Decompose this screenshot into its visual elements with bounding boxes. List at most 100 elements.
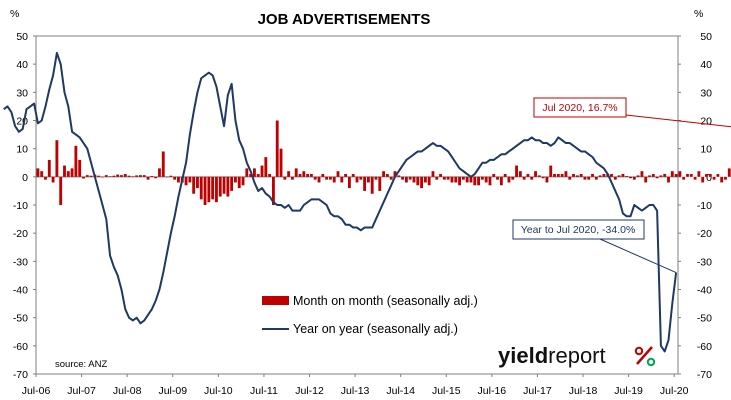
bar-mom [727,168,731,177]
bar-mom [591,174,594,177]
bar-mom [663,174,667,177]
bar-mom [598,175,602,177]
bar-mom [408,176,412,180]
y-tick-label-left: 0 [22,172,28,184]
x-tick-label: Jul-12 [295,385,324,397]
bar-mom [165,176,169,178]
x-tick-label: Jul-17 [523,385,552,397]
bar-mom [389,176,393,180]
annotation-yearly-text: Year to Jul 2020, -34.0% [521,224,636,236]
x-tick-label: Jul-07 [67,385,96,397]
bar-mom [199,176,203,200]
y-tick-label-right: -40 [697,285,712,297]
bar-mom [560,174,564,177]
bar-mom [215,176,218,203]
bar-mom [515,165,518,177]
bar-mom [139,175,142,177]
x-tick-label: Jul-19 [614,385,643,397]
bar-mom [283,176,287,180]
y-tick-label-right: -30 [697,256,712,268]
bar-mom [378,176,382,191]
bar-mom [651,174,655,177]
y-tick-label-right: 40 [700,59,712,71]
bar-mom [385,174,389,177]
bar-mom [237,176,241,189]
bar-mom [332,176,336,183]
y-tick-label-left: 20 [16,116,28,128]
bar-mom [496,176,499,180]
bar-mom [549,165,553,177]
legend-label-yoy: Year on year (seasonally adj.) [293,322,458,336]
bar-mom [78,159,82,177]
bar-mom [575,175,579,177]
bar-mom [423,176,427,183]
bar-mom [359,176,363,180]
bar-mom [697,171,701,177]
bar-mom [579,174,583,177]
bar-mom [184,176,188,186]
bar-mom [313,176,317,180]
y-tick-label-right: -50 [697,313,712,325]
bar-mom [670,171,674,177]
annotation-monthly-text: Jul 2020, 16.7% [542,102,617,114]
bar-mom [245,168,249,177]
bar-mom [66,171,70,177]
bar-mom [309,174,313,177]
legend-label-mom: Month on month (seasonally adj.) [293,294,478,308]
bar-mom [610,174,613,177]
bar-mom [264,157,268,177]
x-tick-label: Jul-14 [386,385,415,397]
bar-mom [317,176,321,183]
annotation-yearly-leader [599,238,677,274]
bar-mom [701,176,705,183]
bar-mom [621,174,625,177]
bar-mom [47,159,51,177]
logo-part1: yield [498,343,548,368]
bar-mom [211,176,215,200]
bar-mom [135,175,139,177]
bar-mom [101,176,104,178]
bar-mom [446,176,450,180]
annotation-yearly-box [512,219,645,240]
bar-mom [693,176,697,180]
bar-mom [169,175,173,177]
x-tick-label: Jul-16 [478,385,507,397]
bar-mom [328,176,332,180]
bar-mom [499,176,503,186]
bar-mom [222,176,226,194]
bar-mom [556,174,560,177]
bar-mom [173,176,177,180]
bar-mom [553,174,556,177]
logo-part2: report [548,343,605,368]
bar-mom [420,176,424,189]
bar-mom [203,176,207,205]
y-tick-label-right: -70 [697,369,712,381]
bar-mom [522,176,526,180]
bar-mom [241,176,245,186]
yoy-line [3,51,678,353]
bar-mom [689,174,693,177]
source-note: source: ANZ [55,359,107,370]
bar-mom [374,176,378,180]
y-tick-label-right: -20 [697,228,712,240]
bar-mom [534,171,537,177]
x-tick-label: Jul-11 [250,385,278,397]
bar-mom [564,171,568,177]
bar-mom [112,175,116,177]
bar-mom [655,176,659,179]
bar-mom [404,176,408,183]
bar-mom [530,176,534,180]
chart-title: JOB ADVERTISEMENTS [258,11,431,28]
bar-mom [44,176,47,180]
bar-mom [291,176,294,180]
bar-mom [321,174,325,177]
bar-mom [708,174,712,177]
bar-mom [85,175,89,177]
y-tick-label-left: -70 [13,369,28,381]
bar-mom [469,176,473,183]
bar-mom [473,176,477,186]
mom-bars [36,120,731,205]
bar-mom [104,175,108,177]
bar-mom [412,176,416,183]
